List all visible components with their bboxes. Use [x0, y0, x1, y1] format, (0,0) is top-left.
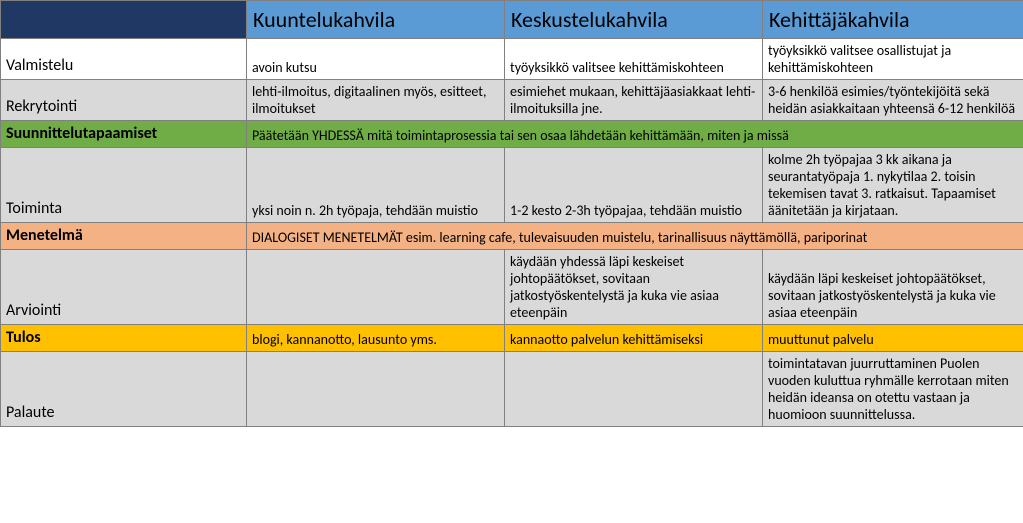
- column-header: Kuuntelukahvila: [247, 1, 505, 39]
- table-row: Rekrytointilehti-ilmoitus, digitaalinen …: [1, 80, 1023, 121]
- header-corner: [1, 1, 247, 39]
- column-header: Kehittäjäkahvila: [763, 1, 1023, 39]
- row-label: Menetelmä: [1, 223, 247, 250]
- row-label: Rekrytointi: [1, 80, 247, 121]
- table-cell: [247, 250, 505, 325]
- row-spanned-cell: DIALOGISET MENETELMÄT esim. learning caf…: [247, 223, 1023, 250]
- row-spanned-cell: Päätetään YHDESSÄ mitä toimintaprosessia…: [247, 121, 1023, 148]
- table-cell: toimintatavan juurruttaminen Puolen vuod…: [763, 352, 1023, 427]
- kahvila-comparison-table: KuuntelukahvilaKeskustelukahvilaKehittäj…: [0, 0, 1023, 427]
- row-label: Tulos: [1, 325, 247, 352]
- row-label: Palaute: [1, 352, 247, 427]
- table-row: Toimintayksi noin n. 2h työpaja, tehdään…: [1, 148, 1023, 223]
- table-cell: työyksikkö valitsee kehittämiskohteen: [505, 39, 763, 80]
- table-row: SuunnittelutapaamisetPäätetään YHDESSÄ m…: [1, 121, 1023, 148]
- table-cell: käydään läpi keskeiset johtopäätökset, s…: [763, 250, 1023, 325]
- table-cell: muuttunut palvelu: [763, 325, 1023, 352]
- table-row: Arviointi käydään yhdessä läpi keskeiset …: [1, 250, 1023, 325]
- table-row: Valmisteluavoin kutsutyöyksikkö valitsee…: [1, 39, 1023, 80]
- row-label: Toiminta: [1, 148, 247, 223]
- table-cell: työyksikkö valitsee osallistujat ja kehi…: [763, 39, 1023, 80]
- table-row: MenetelmäDIALOGISET MENETELMÄT esim. lea…: [1, 223, 1023, 250]
- table-cell: [505, 352, 763, 427]
- table-cell: avoin kutsu: [247, 39, 505, 80]
- table-cell: 1-2 kesto 2-3h työpajaa, tehdään muistio: [505, 148, 763, 223]
- table-cell: yksi noin n. 2h työpaja, tehdään muistio: [247, 148, 505, 223]
- table-cell: [247, 352, 505, 427]
- table-cell: käydään yhdessä läpi keskeiset johtopäät…: [505, 250, 763, 325]
- table-cell: kannaotto palvelun kehittämiseksi: [505, 325, 763, 352]
- column-header: Keskustelukahvila: [505, 1, 763, 39]
- row-label: Suunnittelutapaamiset: [1, 121, 247, 148]
- table-cell: 3-6 henkilöä esimies/työntekijöitä sekä …: [763, 80, 1023, 121]
- row-label: Arviointi: [1, 250, 247, 325]
- table-row: Tulosblogi, kannanotto, lausunto yms.kan…: [1, 325, 1023, 352]
- row-label: Valmistelu: [1, 39, 247, 80]
- table-row: Palaute toimintatavan juurruttaminen Puol…: [1, 352, 1023, 427]
- table-cell: esimiehet mukaan, kehittäjäasiakkaat leh…: [505, 80, 763, 121]
- table-cell: lehti-ilmoitus, digitaalinen myös, esitt…: [247, 80, 505, 121]
- table-cell: kolme 2h työpajaa 3 kk aikana ja seurant…: [763, 148, 1023, 223]
- table-cell: blogi, kannanotto, lausunto yms.: [247, 325, 505, 352]
